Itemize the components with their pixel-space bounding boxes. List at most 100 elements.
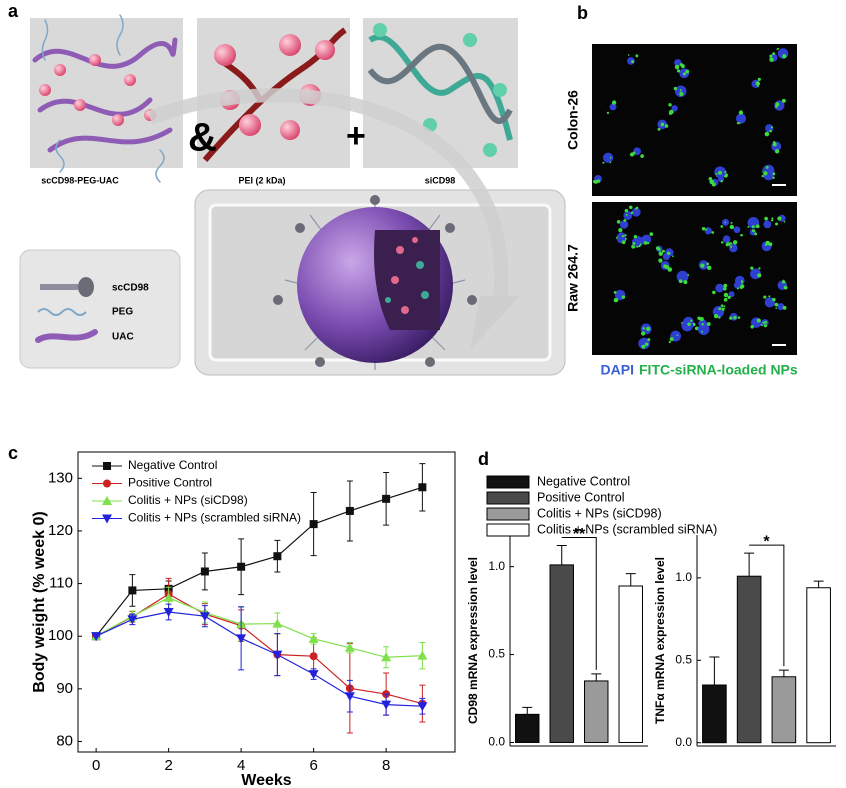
np-signal [659, 258, 663, 262]
np-signal [736, 121, 740, 125]
np-signal [775, 102, 780, 107]
np-signal [644, 342, 649, 347]
np-signal [701, 227, 706, 231]
nucleus [631, 207, 641, 217]
np-signal [676, 69, 681, 73]
y-tick-label: 90 [56, 680, 73, 697]
y-axis-label: TNFα mRNA expression level [653, 557, 667, 724]
np-signal [635, 54, 639, 58]
np-signal [757, 77, 761, 81]
x-tick-label: 6 [309, 757, 317, 774]
np-signal [635, 208, 637, 210]
np-signal [706, 265, 712, 271]
np-signal [738, 122, 741, 125]
np-signal [621, 235, 625, 238]
nucleus [603, 152, 614, 163]
np-signal [761, 174, 764, 178]
marker [91, 632, 102, 642]
cutaway [374, 230, 440, 330]
np-signal [751, 225, 755, 229]
np-signal [721, 307, 725, 311]
y-tick-label: 130 [48, 469, 73, 486]
np-signal [750, 266, 754, 270]
marker [272, 650, 283, 660]
marker [418, 483, 427, 492]
np-signal [711, 231, 715, 234]
np-signal [747, 226, 750, 228]
np-signal [666, 251, 671, 256]
np-signal [777, 47, 780, 50]
marker [163, 608, 174, 617]
legend-swatch [486, 523, 530, 537]
component-label: PEI (2 kDa) [238, 175, 285, 185]
np-signal [733, 315, 737, 320]
marker [344, 642, 355, 652]
np-signal [624, 234, 627, 237]
legend-marker [103, 479, 111, 488]
nucleus [763, 220, 772, 229]
np-signal [772, 176, 775, 180]
legend-label: Positive Control [128, 476, 212, 490]
np-signal [621, 295, 626, 299]
np-signal [683, 280, 688, 285]
np-signal [757, 225, 760, 229]
marker [381, 700, 392, 710]
np-signal [668, 103, 672, 107]
np-signal [596, 179, 601, 183]
significance-bracket [561, 537, 597, 670]
legend-label: PEG [112, 307, 133, 318]
np-signal [740, 234, 743, 237]
y-tick-label: 110 [49, 575, 73, 592]
error-bar [813, 580, 824, 588]
marker [417, 650, 428, 660]
y-tick-label: 0.5 [488, 647, 505, 661]
np-signal [720, 225, 724, 228]
np-signal [668, 111, 672, 115]
np-signal [771, 217, 774, 220]
legend-swatch [486, 491, 530, 505]
np-signal [646, 242, 650, 245]
np-signal [660, 122, 665, 127]
np-signal [764, 216, 768, 221]
np-signal [685, 69, 690, 74]
x-tick-label: 8 [382, 757, 390, 774]
nucleus [631, 237, 641, 247]
error-bar [591, 673, 602, 681]
np-signal [723, 305, 726, 308]
np-signal [772, 142, 777, 147]
legend-icons [35, 277, 98, 343]
np-signal [763, 171, 768, 176]
np-signal [751, 229, 756, 233]
legend-marker [103, 462, 111, 470]
np-signal [729, 224, 735, 230]
np-signal [631, 60, 635, 64]
legend-label: Negative Control [128, 458, 217, 472]
np-signal [632, 242, 636, 245]
np-signal [624, 237, 627, 240]
nucleus [676, 270, 689, 283]
marker [237, 562, 246, 571]
np-signal [638, 245, 641, 248]
np-signal [633, 235, 638, 239]
legend-label: Colitis + NPs (scrambled siRNA) [537, 522, 717, 536]
np-signal [736, 287, 740, 290]
np-signal [764, 131, 770, 137]
symbol: + [346, 117, 366, 155]
bar [702, 684, 727, 744]
np-signal [706, 262, 710, 266]
nucleus [777, 303, 785, 311]
legend-swatch [486, 475, 530, 489]
np-signal [772, 52, 776, 56]
np-signal [732, 240, 738, 245]
y-tick-label: 0.0 [488, 735, 505, 749]
np-signal [629, 205, 633, 210]
x-tick-label: 2 [164, 757, 172, 774]
marker [199, 612, 210, 622]
caption-dapi: DAPI [601, 362, 634, 378]
np-signal [641, 331, 646, 336]
nucleus [715, 283, 724, 293]
np-signal [694, 326, 699, 331]
y-axis-label: Body weight (% week 0) [31, 511, 48, 692]
np-signal [665, 265, 670, 269]
